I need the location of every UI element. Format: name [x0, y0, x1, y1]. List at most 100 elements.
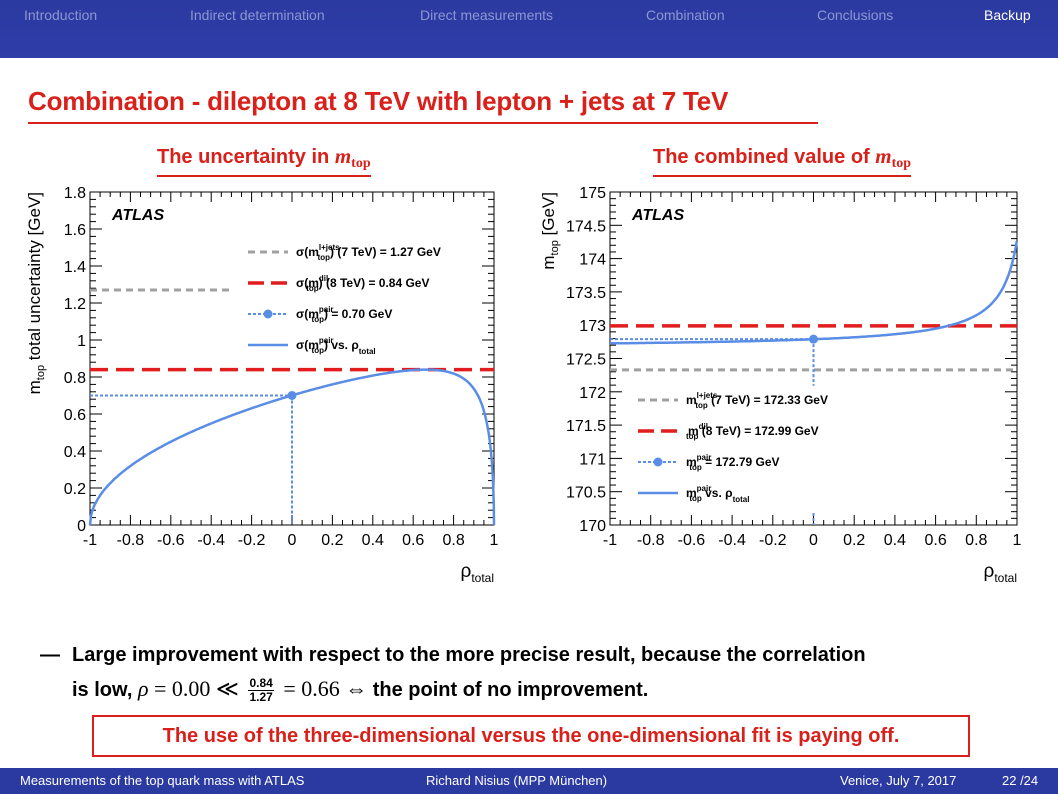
x-axis-title: ρtotal: [984, 561, 1018, 585]
y-tick-label: 1: [77, 333, 86, 350]
x-tick-label: -1: [83, 532, 97, 549]
y-tick-label: 1.8: [64, 185, 86, 202]
uncertainty-plot: -1 -0.8 -0.6 -0.4 -0.2 0 0.2 0.4 0.6 0.8 1 0 0.2 0.4 0…: [25, 185, 499, 585]
nav-conclusions[interactable]: Conclusions: [817, 7, 894, 23]
equation-part-1: = 0.00 ≪: [148, 676, 245, 701]
y-tick-label: 170: [579, 518, 606, 535]
y-tick-label: 174.5: [566, 218, 606, 235]
x-tick-label: 1: [490, 532, 499, 549]
right-heading-subscript: top: [891, 156, 912, 171]
legend-pair-marker: [263, 309, 273, 319]
x-tick-label: 0.6: [402, 532, 424, 549]
legend-label: ml+jets top (7 TeV) = 172.33 GeV: [686, 391, 828, 410]
left-heading-text: The uncertainty in: [157, 146, 335, 168]
equation-part-2: = 0.66 ⇔: [277, 676, 373, 701]
rho-symbol: ρ: [137, 676, 149, 701]
nav-direct-measurements[interactable]: Direct measurements: [420, 7, 554, 23]
y-tick-label: 0.6: [64, 407, 86, 424]
footer-author: Richard Nisius (MPP München): [426, 773, 608, 788]
x-tick-label: -1: [603, 532, 617, 549]
fraction-numerator: 0.84: [248, 676, 274, 692]
top-navigation-bar: Introduction Indirect determination Dire…: [0, 0, 1058, 58]
y-axis-title: mtop [GeV]: [539, 192, 561, 270]
legend-label: mdil top (8 TeV) = 172.99 GeV: [686, 422, 819, 441]
x-tick-label: 0: [288, 532, 297, 549]
y-tick-label: 174: [579, 252, 606, 269]
y-tick-label: 1.2: [64, 296, 86, 313]
legend-pair-marker: [653, 457, 663, 467]
pair-marker: [287, 391, 297, 400]
legend-label: mpair top vs. ρtotal: [686, 484, 749, 504]
y-tick-label: 0.4: [64, 444, 86, 461]
nav-combination[interactable]: Combination: [646, 7, 725, 23]
y-tick-label: 0.8: [64, 370, 86, 387]
pair-vs-rho-curve: [610, 240, 1019, 345]
right-heading-symbol: m: [875, 144, 892, 168]
y-tick-label: 1.6: [64, 222, 86, 239]
x-tick-label: -0.2: [759, 532, 787, 549]
x-tick-label: -0.6: [157, 532, 185, 549]
y-tick-label: 172.5: [566, 352, 606, 369]
x-axis-title: ρtotal: [461, 561, 495, 585]
x-tick-label: -0.4: [197, 532, 225, 549]
callout-box: The use of the three-dimensional versus …: [92, 715, 970, 757]
left-heading-subscript: top: [351, 156, 371, 171]
nav-backup[interactable]: Backup: [984, 7, 1031, 23]
title-underline: [28, 122, 818, 124]
callout-text: The use of the three-dimensional versus …: [162, 725, 900, 747]
right-panel-heading: The combined value of mtop: [653, 144, 912, 177]
left-panel-heading: The uncertainty in mtop: [157, 144, 371, 177]
y-tick-label: 171: [579, 451, 606, 468]
plot-frame: [609, 191, 1018, 526]
footer-date: Venice, July 7, 2017: [840, 773, 957, 788]
x-tick-label: 0.8: [965, 532, 987, 549]
nav-indirect-determination[interactable]: Indirect determination: [190, 7, 325, 23]
bullet-line-2: is low, ρ = 0.00 ≪ 0.84 1.27 = 0.66 ⇔ the…: [72, 672, 648, 707]
y-axis-title: mtop total uncertainty [GeV]: [25, 192, 47, 394]
y-tick-label: 171.5: [566, 418, 606, 435]
combined-value-plot: -1 -0.8 -0.6 -0.4 -0.2 0 0.2 0.4 0.6 0.8 1 170 170.5…: [539, 185, 1022, 585]
y-tick-label: 0.2: [64, 481, 86, 498]
legend-label: σ(mdil top) (8 TeV) = 0.84 GeV: [296, 274, 429, 293]
legend-label: σ(mpair top) = 0.70 GeV: [296, 305, 392, 324]
x-tick-label: 0: [809, 532, 818, 549]
pair-marker: [809, 334, 818, 344]
fraction: 0.84 1.27: [248, 676, 274, 705]
y-tick-label: 175: [579, 185, 606, 202]
y-tick-label: 173.5: [566, 285, 606, 302]
y-tick-label: 0: [77, 518, 86, 535]
y-tick-label: 170.5: [566, 485, 606, 502]
right-heading-text: The combined value of: [653, 146, 876, 168]
x-tick-label: 1: [1013, 532, 1022, 549]
x-tick-label: -0.4: [718, 532, 746, 549]
bullet-line-2-start: is low,: [72, 679, 138, 701]
legend-label: σ(ml+jets top) (7 TeV) = 1.27 GeV: [296, 243, 441, 262]
slide-title: Combination - dilepton at 8 TeV with lep…: [28, 86, 729, 116]
y-tick-label: 1.4: [64, 259, 86, 276]
x-tick-label: 0.4: [884, 532, 906, 549]
legend-label: σ(mpair top) vs. ρtotal: [296, 336, 376, 356]
x-tick-label: -0.8: [637, 532, 665, 549]
x-tick-label: -0.2: [238, 532, 266, 549]
footer-page-number: 22 /24: [1002, 773, 1039, 788]
footer-bar: Measurements of the top quark mass with …: [0, 768, 1058, 794]
footer-talk-title: Measurements of the top quark mass with …: [20, 773, 305, 788]
bullet-line-1: Large improvement with respect to the mo…: [72, 644, 866, 666]
x-tick-label: 0.6: [924, 532, 946, 549]
x-tick-label: 0.4: [362, 532, 384, 549]
left-heading-symbol: m: [334, 144, 352, 168]
nav-introduction[interactable]: Introduction: [24, 7, 98, 23]
atlas-label: ATLAS: [631, 207, 684, 224]
legend-label: mpair top = 172.79 GeV: [686, 453, 780, 472]
atlas-label: ATLAS: [111, 207, 164, 224]
x-tick-label: 0.2: [843, 532, 865, 549]
x-tick-label: 0.2: [321, 532, 343, 549]
fraction-denominator: 1.27: [249, 690, 273, 705]
x-tick-label: 0.8: [442, 532, 464, 549]
bullet-line-2-end: the point of no improvement.: [372, 679, 649, 701]
bullet-dash: —: [40, 644, 60, 666]
x-tick-label: -0.6: [678, 532, 706, 549]
y-tick-label: 173: [579, 318, 606, 335]
x-tick-label: -0.8: [117, 532, 145, 549]
y-tick-label: 172: [579, 385, 606, 402]
